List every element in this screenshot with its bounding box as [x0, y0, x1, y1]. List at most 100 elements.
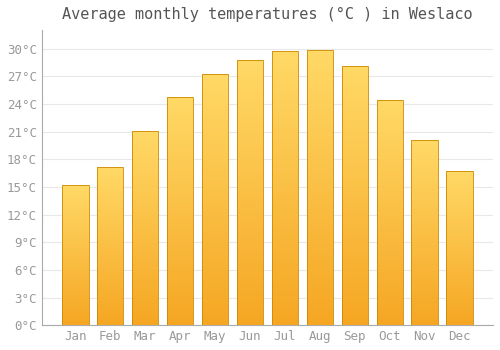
- Bar: [306, 254, 333, 257]
- Bar: [446, 222, 472, 224]
- Bar: [376, 174, 402, 177]
- Bar: [167, 254, 193, 257]
- Bar: [202, 252, 228, 255]
- Bar: [412, 156, 438, 158]
- Bar: [412, 160, 438, 162]
- Bar: [342, 164, 368, 167]
- Bar: [202, 215, 228, 217]
- Bar: [412, 140, 438, 325]
- Bar: [306, 182, 333, 185]
- Bar: [132, 168, 158, 169]
- Bar: [412, 173, 438, 175]
- Bar: [167, 316, 193, 318]
- Bar: [342, 250, 368, 253]
- Bar: [306, 265, 333, 267]
- Bar: [202, 270, 228, 273]
- Bar: [202, 200, 228, 202]
- Bar: [306, 50, 333, 53]
- Bar: [412, 212, 438, 214]
- Bar: [132, 206, 158, 209]
- Bar: [412, 308, 438, 310]
- Bar: [132, 317, 158, 319]
- Bar: [237, 60, 263, 62]
- Bar: [97, 263, 124, 265]
- Bar: [237, 256, 263, 259]
- Bar: [272, 133, 298, 136]
- Bar: [62, 310, 88, 311]
- Bar: [132, 226, 158, 228]
- Bar: [342, 209, 368, 211]
- Bar: [342, 74, 368, 76]
- Bar: [342, 97, 368, 100]
- Bar: [97, 271, 124, 273]
- Bar: [202, 180, 228, 182]
- Bar: [272, 177, 298, 180]
- Bar: [376, 134, 402, 136]
- Bar: [446, 299, 472, 301]
- Bar: [272, 68, 298, 70]
- Bar: [412, 270, 438, 272]
- Bar: [342, 118, 368, 120]
- Bar: [342, 110, 368, 113]
- Bar: [412, 294, 438, 295]
- Bar: [306, 243, 333, 245]
- Bar: [62, 194, 88, 195]
- Bar: [167, 116, 193, 118]
- Bar: [97, 292, 124, 293]
- Bar: [272, 238, 298, 240]
- Bar: [446, 322, 472, 324]
- Bar: [446, 202, 472, 203]
- Bar: [272, 142, 298, 145]
- Bar: [412, 281, 438, 282]
- Bar: [446, 264, 472, 265]
- Bar: [376, 161, 402, 163]
- Bar: [202, 94, 228, 97]
- Bar: [306, 218, 333, 221]
- Bar: [412, 190, 438, 192]
- Bar: [272, 303, 298, 306]
- Bar: [272, 292, 298, 295]
- Bar: [132, 140, 158, 142]
- Bar: [237, 60, 263, 325]
- Bar: [412, 290, 438, 292]
- Bar: [376, 235, 402, 237]
- Bar: [376, 246, 402, 249]
- Bar: [132, 241, 158, 244]
- Bar: [412, 225, 438, 227]
- Bar: [342, 260, 368, 263]
- Bar: [272, 163, 298, 166]
- Bar: [412, 295, 438, 298]
- Bar: [62, 199, 88, 201]
- Bar: [97, 198, 124, 200]
- Bar: [412, 272, 438, 273]
- Bar: [376, 199, 402, 202]
- Bar: [306, 188, 333, 190]
- Bar: [272, 57, 298, 60]
- Bar: [202, 99, 228, 102]
- Bar: [132, 172, 158, 173]
- Bar: [376, 197, 402, 199]
- Bar: [97, 167, 124, 168]
- Bar: [167, 243, 193, 245]
- Bar: [306, 149, 333, 152]
- Bar: [342, 255, 368, 258]
- Bar: [342, 253, 368, 255]
- Bar: [62, 196, 88, 198]
- Bar: [446, 185, 472, 187]
- Bar: [62, 185, 88, 187]
- Bar: [412, 175, 438, 177]
- Bar: [132, 185, 158, 187]
- Bar: [167, 136, 193, 138]
- Bar: [237, 121, 263, 123]
- Bar: [446, 250, 472, 251]
- Bar: [237, 206, 263, 208]
- Bar: [446, 213, 472, 214]
- Bar: [272, 221, 298, 224]
- Bar: [97, 194, 124, 195]
- Bar: [202, 240, 228, 243]
- Bar: [62, 254, 88, 255]
- Bar: [237, 118, 263, 121]
- Bar: [342, 315, 368, 317]
- Bar: [62, 222, 88, 223]
- Bar: [97, 178, 124, 179]
